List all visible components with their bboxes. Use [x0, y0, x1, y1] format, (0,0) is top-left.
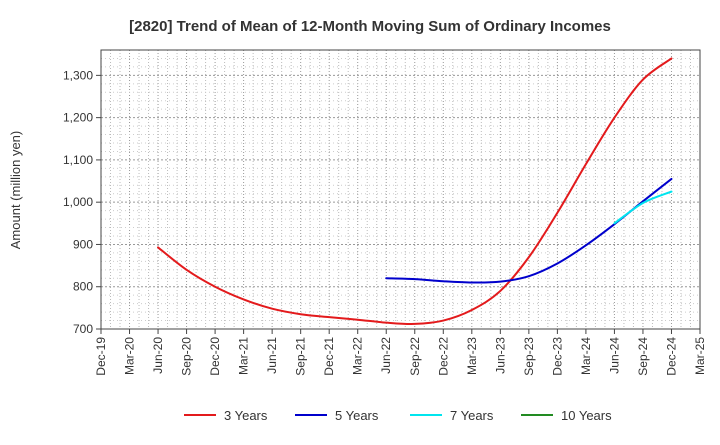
legend-label-5-years: 5 Years [335, 408, 379, 423]
series-line-3-years [157, 57, 673, 326]
x-tick-label: Mar-23 [465, 337, 479, 375]
legend-label-10-years: 10 Years [561, 408, 612, 423]
x-tick-label: Jun-24 [607, 337, 621, 374]
x-tick-label: Jun-23 [493, 337, 507, 374]
x-tick-label: Dec-23 [550, 337, 564, 376]
y-tick-label: 1,100 [63, 153, 93, 167]
x-tick-label: Jun-21 [265, 337, 279, 374]
x-tick-label: Dec-24 [664, 337, 678, 376]
legend: 3 Years 5 Years 7 Years 10 Years [184, 408, 612, 423]
series-layer [157, 57, 673, 326]
y-tick-label: 800 [73, 280, 93, 294]
x-tick-label: Dec-20 [208, 337, 222, 376]
y-tick-label: 1,300 [63, 68, 93, 82]
x-tick-label: Mar-20 [123, 337, 137, 375]
y-axis-label: Amount (million yen) [8, 131, 23, 250]
x-tick-label: Dec-21 [322, 337, 336, 376]
series-line-7-years [613, 190, 673, 225]
x-tick-label: Mar-21 [237, 337, 251, 375]
x-tick-label: Sep-24 [636, 337, 650, 376]
x-tick-label: Dec-22 [436, 337, 450, 376]
legend-label-7-years: 7 Years [450, 408, 494, 423]
x-tick-label: Mar-24 [579, 337, 593, 375]
x-tick-label: Jun-22 [379, 337, 393, 374]
chart-title: [2820] Trend of Mean of 12-Month Moving … [129, 18, 611, 35]
x-tick-label: Mar-25 [693, 337, 707, 375]
x-tick-label: Jun-20 [151, 337, 165, 374]
x-tick-label: Sep-22 [408, 337, 422, 376]
y-tick-label: 700 [73, 322, 93, 336]
grid-layer [100, 49, 701, 330]
x-tick-label: Dec-19 [94, 337, 108, 376]
x-tick-label: Sep-20 [180, 337, 194, 376]
y-tick-label: 1,000 [63, 195, 93, 209]
axis-layer: 700 800 900 1,000 1,100 1,200 1,300 Dec-19 Mar-2… [63, 49, 707, 376]
plot-frame [100, 49, 701, 330]
x-tick-label: Mar-22 [351, 337, 365, 375]
legend-label-3-years: 3 Years [224, 408, 268, 423]
x-tick-label: Sep-23 [522, 337, 536, 376]
x-tick-label: Sep-21 [294, 337, 308, 376]
y-tick-label: 900 [73, 237, 93, 251]
y-tick-label: 1,200 [63, 111, 93, 125]
